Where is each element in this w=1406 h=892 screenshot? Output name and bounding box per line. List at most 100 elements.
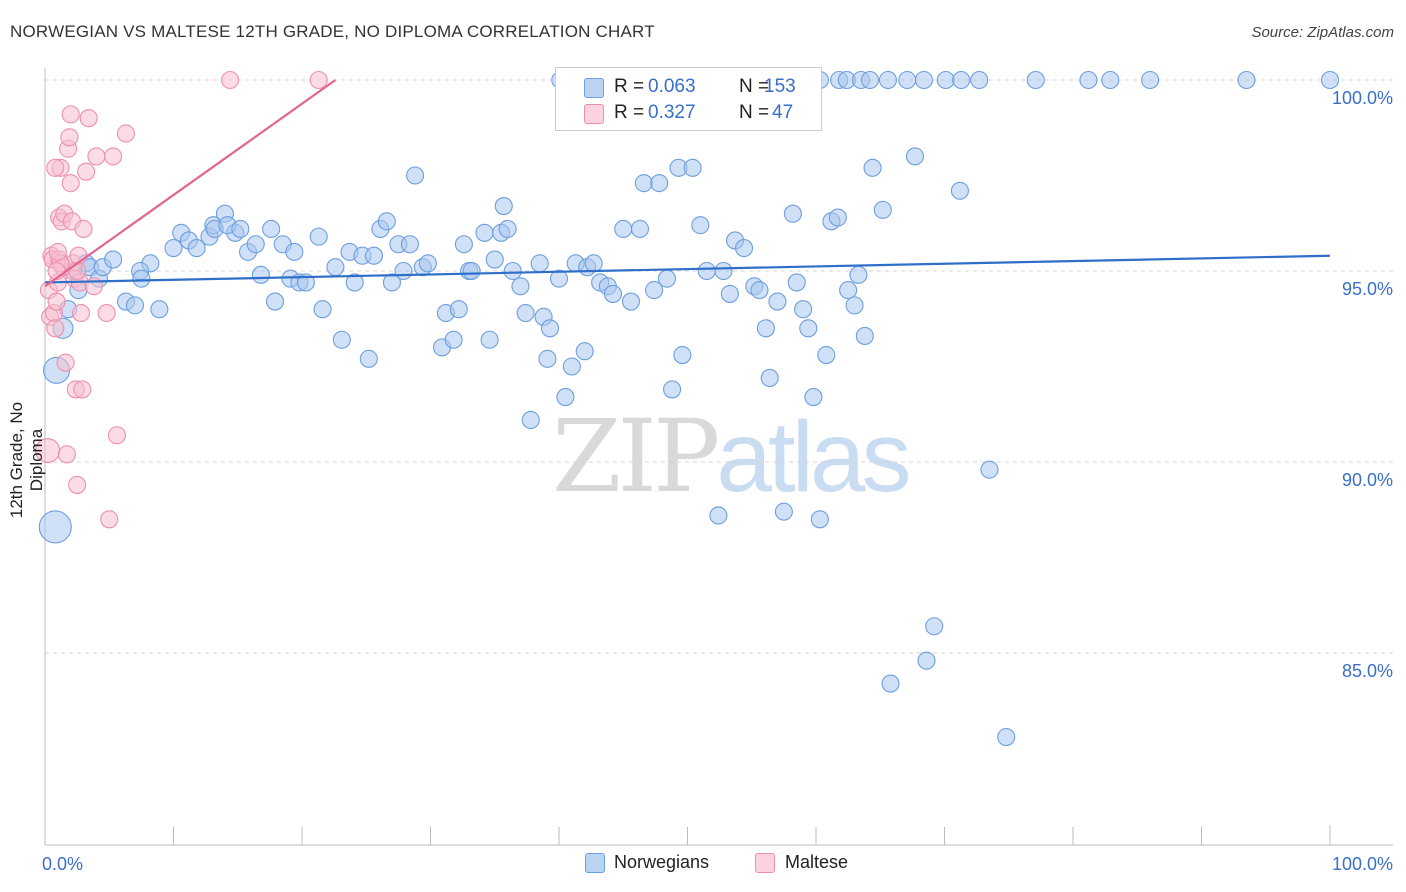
norwegian-point bbox=[382, 273, 402, 292]
norwegian-point bbox=[970, 70, 989, 90]
trend-lines bbox=[44, 79, 1331, 288]
maltese-point bbox=[48, 242, 67, 261]
chart-title: NORWEGIAN VS MALTESE 12TH GRADE, NO DIPL… bbox=[10, 22, 655, 41]
r-label: R = bbox=[614, 102, 645, 123]
norwegian-point bbox=[997, 727, 1016, 747]
n-label: N = bbox=[739, 102, 770, 123]
correlation-legend: R = 0.063 N = 153 R = 0.327 N = 47 bbox=[555, 67, 822, 131]
norwegian-point bbox=[845, 296, 864, 315]
norwegians-points bbox=[38, 70, 1340, 747]
tick-labels: 85.0% 90.0% 95.0% 100.0% 0.0% 100.0% bbox=[42, 88, 1393, 874]
norwegian-point bbox=[313, 300, 332, 319]
norwegian-point bbox=[714, 261, 733, 281]
norwegian-point bbox=[810, 510, 829, 529]
norwegian-point bbox=[516, 303, 535, 323]
norwegians-legend-label: Norwegians bbox=[614, 852, 710, 872]
maltese-trend-line bbox=[44, 79, 337, 288]
norwegians-swatch bbox=[584, 78, 604, 98]
norwegian-point bbox=[246, 235, 265, 254]
maltese-point bbox=[46, 319, 65, 338]
maltese-point bbox=[79, 109, 98, 128]
norwegian-point bbox=[873, 200, 892, 219]
norwegian-point bbox=[709, 506, 728, 525]
norwegian-point bbox=[164, 239, 183, 258]
norwegian-point bbox=[38, 510, 72, 544]
maltese-point bbox=[61, 105, 80, 124]
norwegian-point bbox=[454, 235, 473, 254]
y-tick-label: 85.0% bbox=[1342, 661, 1393, 681]
r-value: 0.327 bbox=[648, 102, 696, 123]
norwegians-trend-line bbox=[44, 254, 1331, 284]
maltese-point bbox=[309, 70, 328, 90]
maltese-point bbox=[116, 124, 136, 143]
norwegian-point bbox=[521, 410, 540, 430]
norwegian-point bbox=[377, 212, 396, 231]
norwegian-point bbox=[406, 166, 425, 185]
norwegian-point bbox=[881, 674, 900, 693]
norwegian-point bbox=[462, 261, 481, 281]
norwegian-point bbox=[309, 227, 328, 246]
norwegian-point bbox=[1026, 70, 1045, 90]
norwegian-point bbox=[683, 158, 702, 177]
norwegian-point bbox=[262, 219, 281, 239]
maltese-point bbox=[87, 147, 106, 166]
norwegian-point bbox=[394, 261, 413, 281]
norwegian-point bbox=[530, 254, 549, 273]
norwegian-point bbox=[860, 70, 880, 90]
norwegian-point bbox=[540, 319, 560, 338]
norwegian-point bbox=[794, 300, 813, 319]
norwegian-point bbox=[645, 281, 664, 300]
y-axis-label: 12th Grade, No Diploma bbox=[7, 401, 46, 519]
n-label: N = bbox=[739, 76, 770, 97]
norwegian-point bbox=[475, 223, 494, 242]
norwegian-point bbox=[400, 235, 419, 254]
x-tick-label-max: 100.0% bbox=[1332, 854, 1393, 874]
maltese-point bbox=[97, 303, 116, 323]
norwegian-point bbox=[125, 296, 144, 315]
norwegian-point bbox=[849, 265, 868, 284]
maltese-point bbox=[56, 353, 75, 372]
norwegian-point bbox=[364, 246, 384, 265]
norwegian-point bbox=[251, 265, 270, 284]
norwegian-point bbox=[925, 617, 944, 636]
y-tick-label: 90.0% bbox=[1342, 470, 1393, 490]
norwegian-point bbox=[917, 651, 936, 670]
norwegian-point bbox=[511, 277, 530, 296]
norwegian-point bbox=[485, 250, 504, 269]
norwegian-point bbox=[630, 219, 650, 239]
norwegian-point bbox=[562, 357, 581, 376]
norwegian-point bbox=[503, 261, 522, 281]
axes bbox=[44, 68, 1393, 846]
norwegian-point bbox=[691, 216, 710, 235]
source-label: Source: ZipAtlas.com bbox=[1251, 24, 1394, 41]
maltese-point bbox=[47, 292, 66, 311]
norwegian-point bbox=[326, 258, 345, 277]
norwegian-point bbox=[663, 380, 682, 399]
norwegian-point bbox=[756, 319, 775, 338]
norwegian-point bbox=[760, 368, 779, 388]
maltese-point bbox=[61, 174, 80, 193]
maltese-legend-label: Maltese bbox=[785, 852, 849, 872]
norwegian-point bbox=[265, 292, 285, 311]
norwegian-point bbox=[449, 300, 468, 319]
r-value: 0.063 bbox=[648, 76, 696, 97]
norwegian-point bbox=[936, 70, 955, 90]
norwegian-point bbox=[787, 273, 806, 292]
norwegian-point bbox=[1141, 70, 1160, 90]
norwegian-point bbox=[359, 349, 378, 368]
norwegian-point bbox=[332, 330, 351, 349]
n-value: 47 bbox=[772, 102, 794, 123]
norwegian-point bbox=[828, 208, 847, 227]
norwegian-point bbox=[621, 292, 641, 311]
norwegian-point bbox=[878, 70, 898, 90]
maltese-point bbox=[107, 426, 127, 445]
norwegian-point bbox=[231, 219, 250, 239]
maltese-point bbox=[71, 303, 91, 323]
maltese-point bbox=[104, 147, 123, 166]
norwegian-point bbox=[750, 281, 769, 300]
norwegian-point bbox=[444, 330, 463, 349]
maltese-point bbox=[68, 261, 87, 281]
norwegian-point bbox=[855, 326, 874, 345]
legend-row-norwegians: R = 0.063 N = 153 bbox=[556, 76, 821, 100]
